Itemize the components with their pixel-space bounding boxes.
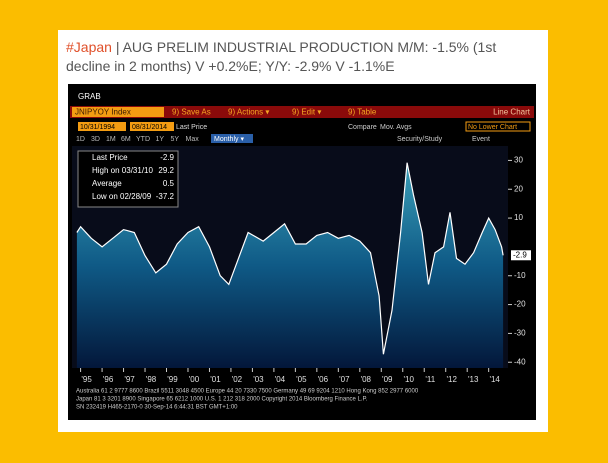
- mov-avgs[interactable]: Mov. Avgs: [380, 124, 412, 131]
- lower: No Lower Chart: [468, 124, 517, 131]
- footer-line: Australia 61 2 9777 8600 Brazil 5511 304…: [76, 389, 419, 395]
- period: YTD: [136, 136, 150, 143]
- legend-label: Low on 02/28/09: [92, 192, 152, 201]
- y-tick-label: -10: [514, 271, 526, 280]
- frequency: Monthly ▾: [214, 136, 244, 143]
- x-tick-label: '98: [146, 375, 157, 384]
- x-tick-label: '07: [339, 375, 350, 384]
- x-tick-label: '11: [425, 375, 435, 384]
- period: 3D: [91, 136, 100, 143]
- y-tick-label: -40: [514, 357, 526, 366]
- date-field[interactable]: [130, 122, 174, 131]
- field: Last Price: [176, 124, 207, 131]
- x-tick-label: '97: [124, 375, 135, 384]
- x-tick-label: '12: [446, 375, 457, 384]
- x-tick-label: '00: [189, 375, 200, 384]
- legend-value: -2.9: [160, 153, 174, 162]
- period: 6M: [121, 136, 131, 143]
- area: [76, 162, 504, 368]
- last-price-label: -2.9: [513, 250, 527, 259]
- toolbar-action: 9) Table: [348, 108, 377, 117]
- frequency-button[interactable]: [211, 134, 253, 143]
- end-date: 08/31/2014: [132, 124, 167, 131]
- legend-value: 29.2: [158, 166, 174, 175]
- period: Max: [186, 136, 200, 143]
- x-tick-label: '08: [361, 375, 372, 384]
- legend-label: Last Price: [92, 153, 128, 162]
- y-tick-label: 10: [514, 213, 523, 222]
- compare[interactable]: Compare: [348, 124, 377, 131]
- y-tick-label: -30: [514, 329, 526, 338]
- x-tick-label: '99: [167, 375, 178, 384]
- legend-label: High on 03/31/10: [92, 166, 153, 175]
- x-tick-label: '06: [318, 375, 329, 384]
- legend: [77, 150, 179, 208]
- period: 1Y: [156, 136, 165, 143]
- start-date: 10/31/1994: [80, 124, 115, 131]
- x-tick-label: '09: [382, 375, 393, 384]
- legend-value: 0.5: [163, 179, 175, 188]
- date-field[interactable]: [78, 122, 126, 131]
- x-tick-label: '13: [468, 375, 479, 384]
- tweet-text: #Japan | AUG PRELIM INDUSTRIAL PRODUCTIO…: [66, 38, 536, 76]
- period: 1M: [106, 136, 116, 143]
- y-tick-label: 30: [514, 156, 523, 165]
- ticker: JNIPYOY Index: [75, 108, 131, 117]
- x-tick-label: '96: [103, 375, 114, 384]
- last-price-box: [511, 250, 531, 261]
- legend-label: Average: [92, 179, 122, 188]
- toolbar-action: 9) Save As: [172, 108, 211, 117]
- footer-line: SN 232419 H465-2170-0 30-Sep-14 6:44:31 …: [76, 405, 238, 411]
- period: 1D: [76, 136, 85, 143]
- hashtag[interactable]: #Japan: [66, 39, 112, 55]
- event[interactable]: Event: [472, 136, 490, 143]
- x-tick-label: '14: [489, 375, 500, 384]
- toolbar-action: 9) Actions ▾: [228, 108, 269, 117]
- line: [76, 162, 504, 355]
- x-tick-label: '05: [296, 375, 307, 384]
- toolbar: [70, 106, 534, 118]
- ticker-field: [72, 107, 164, 117]
- lower-field[interactable]: [465, 121, 531, 132]
- toolbar-action: 9) Edit ▾: [292, 108, 321, 117]
- x-tick-label: '02: [232, 375, 243, 384]
- chart-kind[interactable]: Line Chart: [493, 108, 531, 117]
- footer-line: Japan 81 3 3201 8900 Singapore 65 6212 1…: [76, 397, 368, 403]
- x-tick-label: '95: [81, 375, 92, 384]
- x-tick-label: '01: [210, 375, 221, 384]
- study[interactable]: Security/Study: [397, 136, 443, 143]
- y-tick-label: -20: [514, 300, 526, 309]
- period: 5Y: [171, 136, 180, 143]
- legend-value: -37.2: [156, 192, 175, 201]
- y-tick-label: 20: [514, 184, 523, 193]
- tweet-body: | AUG PRELIM INDUSTRIAL PRODUCTION M/M: …: [66, 39, 497, 74]
- grab: GRAB: [78, 92, 101, 101]
- x-tick-label: '03: [253, 375, 264, 384]
- x-tick-label: '10: [404, 375, 415, 384]
- x-tick-label: '04: [275, 375, 286, 384]
